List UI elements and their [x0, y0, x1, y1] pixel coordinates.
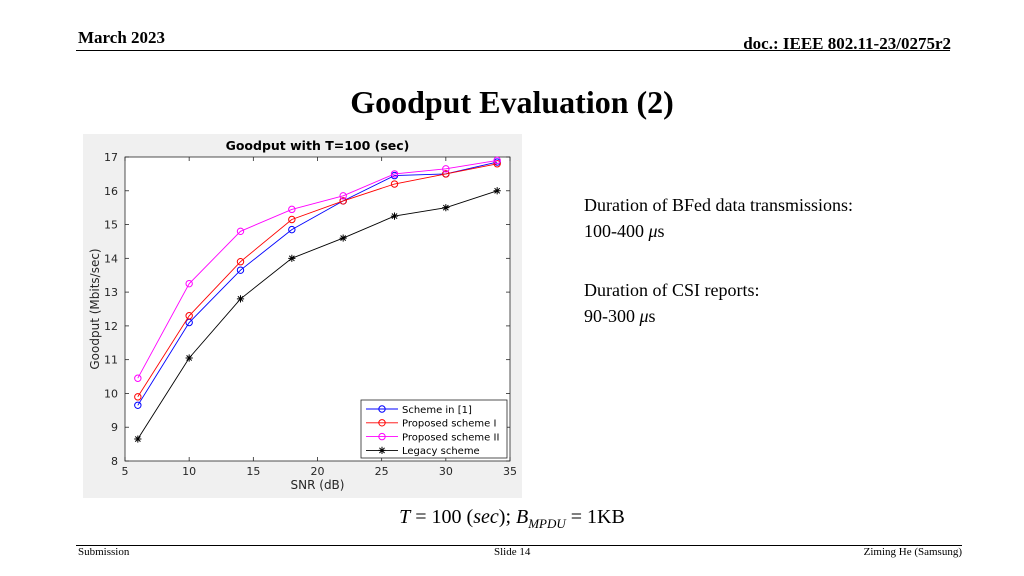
y-tick-label: 11 — [104, 354, 118, 367]
data-point-s3-6 — [442, 204, 450, 212]
note-bfed-line1: Duration of BFed data transmissions: — [584, 195, 853, 215]
y-tick-label: 13 — [104, 286, 118, 299]
data-point-s2-3 — [288, 205, 296, 214]
caption-t-unit: sec — [473, 506, 499, 528]
legend-marker-3 — [378, 446, 386, 454]
data-point-s1-5 — [390, 180, 399, 188]
legend-label-0: Scheme in [1] — [402, 405, 472, 416]
data-point-s2-2 — [236, 227, 245, 236]
note-bfed-range: 100-400 — [584, 221, 649, 241]
x-tick-label: 10 — [182, 465, 196, 478]
note-csi-unit: s — [648, 306, 656, 326]
slide-title: Goodput Evaluation (2) — [350, 84, 674, 120]
note-csi-line1: Duration of CSI reports: — [584, 280, 760, 300]
series-line-2 — [137, 159, 498, 379]
data-point-s0-3 — [288, 225, 296, 234]
y-tick-label: 17 — [104, 151, 118, 164]
data-point-s3-7 — [493, 187, 501, 195]
data-point-s1-1 — [185, 312, 193, 320]
note-bfed-line2: 100-400 μs — [584, 218, 853, 244]
note-csi-duration: Duration of CSI reports: 90-300 μs — [584, 277, 759, 329]
x-axis-label: SNR (dB) — [291, 478, 345, 492]
legend-marker-0 — [378, 405, 386, 413]
footer-submission: Submission — [78, 546, 130, 558]
data-point-s3-5 — [390, 212, 399, 220]
x-tick-label: 15 — [246, 465, 260, 478]
note-csi-mu: μ — [639, 306, 649, 326]
y-tick-label: 12 — [104, 320, 118, 333]
header-date: March 2023 — [78, 28, 166, 47]
legend-label-3: Legacy scheme — [402, 446, 480, 457]
note-csi-line2: 90-300 μs — [584, 303, 759, 329]
x-tick-label: 5 — [122, 465, 129, 478]
legend-label-1: Proposed scheme I — [402, 419, 496, 430]
caption-b-expr: = 1KB — [565, 506, 625, 528]
caption-t-close: ); — [498, 506, 516, 528]
series-line-0 — [137, 161, 498, 406]
data-point-s2-0 — [134, 374, 142, 382]
data-point-s1-4 — [339, 197, 347, 205]
legend-marker-1 — [378, 419, 386, 427]
data-point-s1-3 — [288, 215, 296, 224]
legend-marker-2 — [378, 432, 386, 441]
caption-b-sub: MPDU — [528, 516, 566, 531]
data-point-s3-1 — [185, 354, 193, 362]
footer-divider — [76, 545, 962, 546]
data-point-s2-1 — [185, 279, 193, 288]
data-point-s1-0 — [134, 393, 142, 401]
data-point-s2-4 — [339, 192, 347, 200]
y-tick-label: 15 — [104, 219, 118, 232]
goodput-chart: Goodput with T=100 (sec) 5 10 15 20 25 30 35 8 9 1… — [83, 134, 522, 498]
caption-b-var: B — [516, 506, 529, 528]
x-tick-label: 35 — [503, 465, 517, 478]
header-doc-id: doc.: IEEE 802.11-23/0275r2 — [743, 34, 951, 53]
y-tick-label: 10 — [104, 387, 118, 400]
series-line-1 — [137, 163, 498, 398]
caption-t-expr: = 100 ( — [410, 506, 474, 528]
data-point-s0-2 — [236, 266, 245, 274]
note-bfed-duration: Duration of BFed data transmissions: 100… — [584, 192, 853, 244]
data-point-s2-7 — [493, 156, 501, 165]
note-csi-range: 90-300 — [584, 306, 640, 326]
data-point-s3-2 — [236, 295, 245, 303]
x-tick-label: 30 — [439, 465, 453, 478]
data-point-s2-5 — [390, 170, 399, 178]
data-point-s3-4 — [339, 234, 347, 242]
y-axis-label: Goodput (Mbits/sec) — [88, 248, 102, 369]
data-point-s1-6 — [442, 170, 450, 178]
data-point-s3-3 — [288, 254, 296, 262]
goodput-chart-svg: Goodput with T=100 (sec) 5 10 15 20 25 30 35 8 9 1… — [88, 138, 517, 492]
note-bfed-mu: μ — [648, 221, 658, 241]
chart-caption: T = 100 (sec); BMPDU = 1KB — [0, 506, 1024, 532]
data-point-s0-0 — [134, 401, 142, 409]
footer-author: Ziming He (Samsung) — [863, 546, 962, 558]
x-tick-label: 20 — [311, 465, 325, 478]
legend-label-2: Proposed scheme II — [402, 432, 499, 443]
series-line-3 — [137, 190, 498, 440]
header-divider — [76, 50, 950, 51]
y-tick-label: 16 — [104, 185, 118, 198]
footer-slide-number: Slide 14 — [494, 546, 531, 558]
y-tick-label: 8 — [111, 455, 118, 468]
caption-t-var: T — [399, 506, 411, 528]
chart-title: Goodput with T=100 (sec) — [226, 138, 410, 153]
y-tick-label: 9 — [111, 421, 118, 434]
data-point-s3-0 — [134, 435, 142, 443]
data-point-s1-2 — [236, 258, 245, 266]
y-tick-label: 14 — [104, 252, 118, 265]
x-tick-label: 25 — [375, 465, 389, 478]
note-bfed-unit: s — [657, 221, 665, 241]
data-point-s2-6 — [442, 165, 450, 173]
